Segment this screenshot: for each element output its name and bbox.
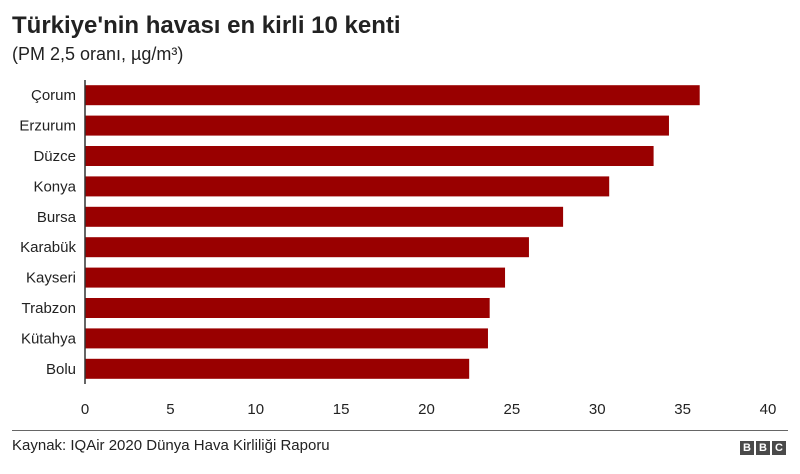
x-tick-label: 25 xyxy=(504,401,521,418)
category-label: Konya xyxy=(33,178,76,195)
source-note: Kaynak: IQAir 2020 Dünya Hava Kirliliği … xyxy=(12,437,330,454)
category-label: Kütahya xyxy=(21,330,77,347)
category-label: Erzurum xyxy=(19,118,76,135)
bbc-logo-letter: B xyxy=(740,441,754,455)
footer-divider xyxy=(12,430,788,431)
x-tick-label: 40 xyxy=(760,401,777,418)
category-label: Düzce xyxy=(33,148,76,165)
bar-4 xyxy=(85,206,564,227)
category-label: Trabzon xyxy=(22,300,76,317)
x-tick-label: 20 xyxy=(418,401,435,418)
bar-9 xyxy=(85,358,470,379)
bbc-logo-letter: C xyxy=(772,441,786,455)
bar-8 xyxy=(85,328,488,349)
bar-chart: Çorum Erzurum Düzce Konya Bursa Karabük Kayser… xyxy=(19,80,777,418)
x-tick-label: 0 xyxy=(81,401,89,418)
bar-2 xyxy=(85,146,654,166)
bbc-logo-letter: B xyxy=(756,441,770,455)
category-label: Çorum xyxy=(31,87,76,104)
chart-title: Türkiye'nin havası en kirli 10 kenti xyxy=(12,12,401,39)
category-label: Bolu xyxy=(46,361,76,378)
x-tick-label: 30 xyxy=(589,401,606,418)
bbc-logo: B B C xyxy=(740,441,786,455)
x-tick-label: 15 xyxy=(333,401,350,418)
category-label: Karabük xyxy=(20,239,76,256)
bar-3 xyxy=(85,176,610,197)
category-label: Bursa xyxy=(37,209,77,226)
bar-6 xyxy=(85,267,506,288)
bar-1 xyxy=(85,115,669,136)
bar-5 xyxy=(85,237,529,258)
x-tick-label: 10 xyxy=(247,401,264,418)
bar-0 xyxy=(85,85,700,106)
x-tick-label: 5 xyxy=(166,401,174,418)
chart-subtitle: (PM 2,5 oranı, µg/m³) xyxy=(12,44,184,64)
category-label: Kayseri xyxy=(26,270,76,287)
bar-7 xyxy=(85,298,490,318)
x-tick-label: 35 xyxy=(674,401,691,418)
